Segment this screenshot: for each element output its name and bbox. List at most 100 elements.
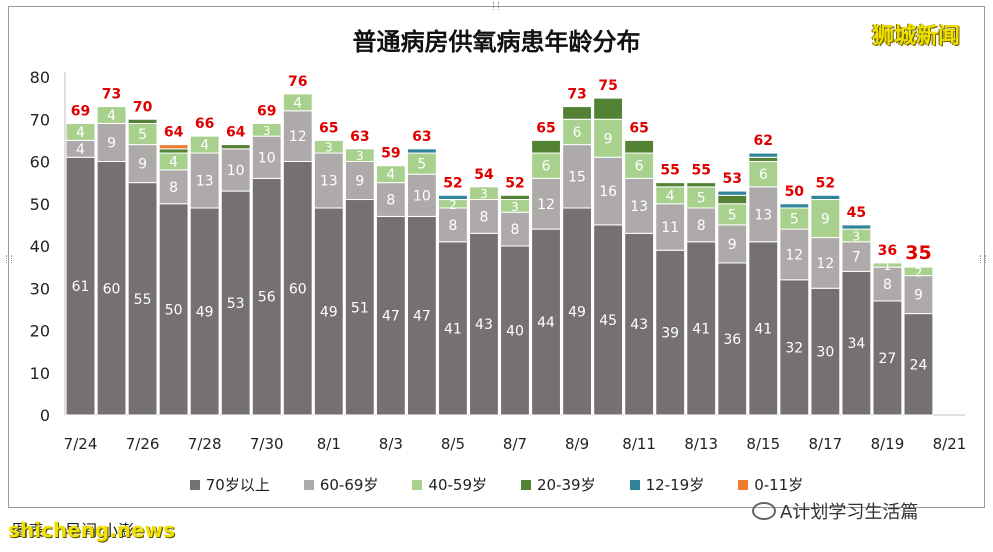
bar-value-label: 15: [568, 169, 586, 185]
total-label: 73: [102, 87, 121, 103]
resize-handle-top[interactable]: [493, 2, 499, 10]
bar-segment: [127, 182, 158, 416]
bar-value-label: 10: [413, 188, 431, 204]
total-label: 70: [133, 99, 153, 115]
bar-segment: [531, 177, 561, 230]
bar-segment: [282, 161, 313, 416]
bar-value-label: 43: [475, 317, 493, 333]
bar-segment: [872, 300, 903, 416]
resize-handle-left[interactable]: [6, 255, 12, 263]
bar-segment: [686, 241, 717, 416]
chart-title: 普通病房供氧病患年龄分布: [352, 28, 641, 56]
bar-value-label: 3: [853, 229, 861, 243]
x-tick-label: 8/17: [809, 435, 843, 453]
bar-value-label: 47: [413, 309, 431, 325]
bar-value-label: 24: [910, 357, 928, 373]
bar-segment: [158, 203, 189, 416]
bar-segment: [531, 152, 561, 179]
total-label: 54: [474, 167, 494, 183]
bar-value-label: 3: [480, 187, 488, 201]
legend-swatch: [412, 479, 423, 490]
bar-segment: [841, 270, 872, 416]
bar-segment: [531, 228, 561, 416]
total-label: 52: [443, 175, 462, 191]
bar-value-label: 12: [537, 197, 555, 213]
bar-segment: [406, 173, 437, 217]
bar-value-label: 41: [754, 321, 772, 337]
bar-segment: [624, 139, 655, 154]
brand-logo: 狮城新闻: [872, 24, 961, 49]
bar-value-label: 6: [573, 125, 582, 141]
bar-segment: [344, 199, 375, 416]
bar-value-label: 13: [196, 174, 214, 190]
bar-segment: [500, 211, 530, 247]
bar-segment: [158, 144, 189, 150]
bar-segment: [469, 186, 499, 201]
x-tick-label: 8/11: [622, 435, 656, 453]
bar-value-label: 9: [728, 237, 737, 253]
bar-value-label: 39: [661, 326, 679, 342]
total-label: 75: [598, 78, 617, 94]
total-label: 65: [629, 120, 648, 136]
bar-segment: [96, 106, 127, 124]
bar-segment: [220, 148, 251, 192]
bar-segment: [748, 156, 779, 162]
wechat-account: A计划学习生活篇: [752, 498, 918, 524]
bar-segment: [375, 215, 406, 416]
bar-segment: [96, 122, 127, 162]
bar-segment: [375, 165, 406, 184]
total-label: 64: [164, 125, 184, 141]
bar-segment: [624, 152, 655, 179]
x-tick-label: 7/26: [126, 435, 160, 453]
total-label: 73: [567, 87, 586, 103]
bar-value-label: 45: [599, 313, 617, 329]
bar-value-label: 9: [821, 212, 830, 228]
resize-handle-right[interactable]: [980, 255, 986, 263]
total-label: 55: [660, 163, 679, 179]
bar-value-label: 5: [697, 190, 706, 206]
wechat-icon: [752, 502, 776, 520]
bar-value-label: 3: [325, 141, 333, 155]
bar-segment: [779, 279, 810, 416]
bar-segment: [593, 156, 624, 226]
x-tick-label: 8/9: [565, 435, 589, 453]
bar-value-label: 9: [914, 288, 923, 304]
total-label: 55: [691, 163, 710, 179]
x-tick-label: 8/19: [871, 435, 905, 453]
total-label: 52: [816, 175, 835, 191]
total-label: 35: [905, 242, 931, 264]
bar-segment: [779, 228, 810, 281]
bar-value-label: 43: [630, 317, 648, 333]
bar-segment: [593, 118, 624, 158]
legend-label: 20-39岁: [537, 476, 596, 494]
bar-value-label: 5: [138, 127, 147, 143]
total-label: 63: [350, 129, 369, 145]
bar-value-label: 4: [107, 108, 116, 124]
bar-segment: [375, 182, 406, 217]
chart-credit: 图表： 早闻 小澎: [12, 521, 135, 540]
bar-value-label: 16: [599, 184, 617, 200]
bar-segment: [748, 152, 779, 158]
bar-segment: [500, 194, 530, 201]
bar-value-label: 8: [511, 222, 520, 238]
total-label: 65: [319, 120, 338, 136]
bar-value-label: 53: [227, 296, 245, 312]
x-tick-label: 7/28: [188, 435, 222, 453]
bar-segment: [872, 262, 903, 268]
y-tick-label: 20: [30, 322, 50, 341]
bar-value-label: 7: [852, 250, 861, 266]
bar-value-label: 36: [723, 332, 741, 348]
bar-value-label: 47: [382, 309, 400, 325]
bar-value-label: 9: [355, 174, 364, 190]
legend-item: 60-69岁: [303, 474, 378, 495]
y-tick-label: 40: [30, 237, 50, 256]
legend-swatch: [303, 479, 314, 490]
bar-value-label: 60: [289, 281, 307, 297]
bar-value-label: 6: [542, 159, 551, 175]
bar-segment: [344, 148, 375, 162]
bar-value-label: 3: [356, 149, 364, 163]
bar-value-label: 40: [506, 324, 524, 340]
bar-value-label: 61: [72, 279, 90, 295]
bar-segment: [903, 313, 934, 416]
bar-value-label: 4: [293, 95, 302, 111]
